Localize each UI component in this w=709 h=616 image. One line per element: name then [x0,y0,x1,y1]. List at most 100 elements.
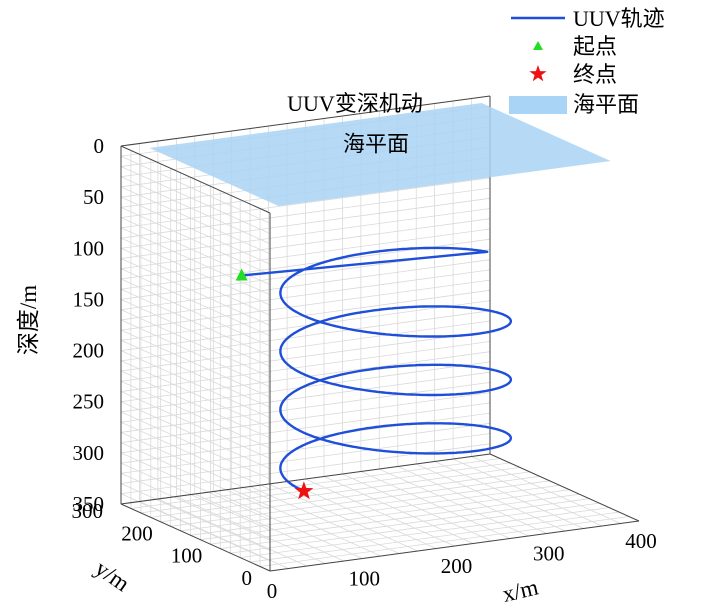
grid-line [180,480,550,532]
x-tick-label: 300 [533,542,565,566]
box-edge [489,453,640,522]
grid-line [194,493,344,562]
grid-line [176,496,326,564]
box-edge [120,453,491,505]
grid-line [416,463,566,532]
box-edge [120,95,491,147]
grid-line [120,269,491,321]
grid-line [120,288,271,357]
grid-line [323,476,474,544]
grid-line [120,330,491,382]
grid-line [120,208,491,259]
grid-line [200,489,570,541]
grid-line [120,360,271,429]
start-point-marker [235,268,248,281]
grid-line [120,207,271,275]
grid-line [342,473,492,542]
x-tick-label: 0 [267,579,278,603]
grid-line [170,475,540,527]
z-tick-label: 350 [73,492,105,516]
grid-line [120,227,271,296]
grid-line [120,309,271,378]
grid-line [120,370,271,439]
y-tick-label: 0 [242,566,253,590]
grid-line [120,380,271,449]
grid-line [120,299,271,367]
grid-line [120,218,491,270]
grid-line [120,452,271,521]
legend: UUV轨迹 起点 终点 海平面 [509,6,665,117]
grid-line [157,498,308,567]
grid-line [190,484,560,536]
grid-line [120,166,271,234]
box-edge [120,145,271,214]
grid-line [120,371,491,423]
grid-line [120,177,491,229]
x-tick-label: 100 [349,567,381,591]
y-tick-label: 100 [171,544,203,568]
grid-line [249,486,400,554]
grid-line [120,472,271,541]
grid-line [305,478,455,547]
sea-plane-label: 海平面 [343,132,409,157]
grid-line [120,432,271,500]
chart-title: UUV变深机动 [287,91,423,116]
grid-line [120,278,271,347]
grid-line [120,247,271,316]
grid-line [120,329,271,398]
legend-label-plane: 海平面 [573,92,639,117]
grid-line [120,310,491,362]
grid-line [120,196,271,265]
grid-line [231,488,381,557]
grid-line [120,412,491,464]
z-tick-label: 300 [73,441,105,465]
x-tick-label: 400 [625,529,657,553]
grid-line [120,341,491,392]
grid-line [379,468,529,537]
grid-line [471,456,621,524]
grid-line [210,493,580,545]
grid-line [120,187,491,239]
grid-line [452,458,603,527]
grid-line [120,443,491,495]
grid-line [120,259,491,311]
grid-line [120,279,491,331]
legend-label-start: 起点 [573,34,617,59]
grid-line [120,197,491,249]
grid-line [120,401,271,470]
grid-line [213,491,363,559]
grid-line [120,320,491,372]
grid-line [120,217,271,285]
grid-line [130,458,500,509]
grid-line [434,461,584,529]
z-tick-label: 200 [73,339,105,363]
z-tick-label: 150 [73,287,105,311]
grid-line [120,411,271,480]
y-axis-label: y/m [90,555,134,596]
end-point-marker [294,481,314,500]
grid-line [120,422,491,474]
grid-line [120,351,491,403]
z-tick-label: 0 [94,134,105,158]
grid-line [120,237,271,306]
grid-line [120,186,271,255]
grid-line [286,481,437,549]
grid-line [240,507,610,558]
grid-line [150,467,520,518]
x-axis-label: x/m [500,574,541,606]
grid-line [160,471,530,523]
grid-line [120,339,271,408]
grid-line [220,498,590,550]
grid-line [139,501,289,569]
z-tick-label: 100 [73,236,105,260]
legend-label-trajectory: UUV轨迹 [573,6,665,31]
grid-line [120,268,271,337]
grid-line [268,483,418,552]
sea-surface-plane [149,103,611,206]
uuv-trajectory-line [241,246,513,493]
legend-plane-swatch [509,96,567,114]
grid-line [397,466,547,534]
y-tick-label: 300 [72,499,104,523]
grid-line [120,258,271,326]
y-tick-label: 200 [121,521,153,545]
